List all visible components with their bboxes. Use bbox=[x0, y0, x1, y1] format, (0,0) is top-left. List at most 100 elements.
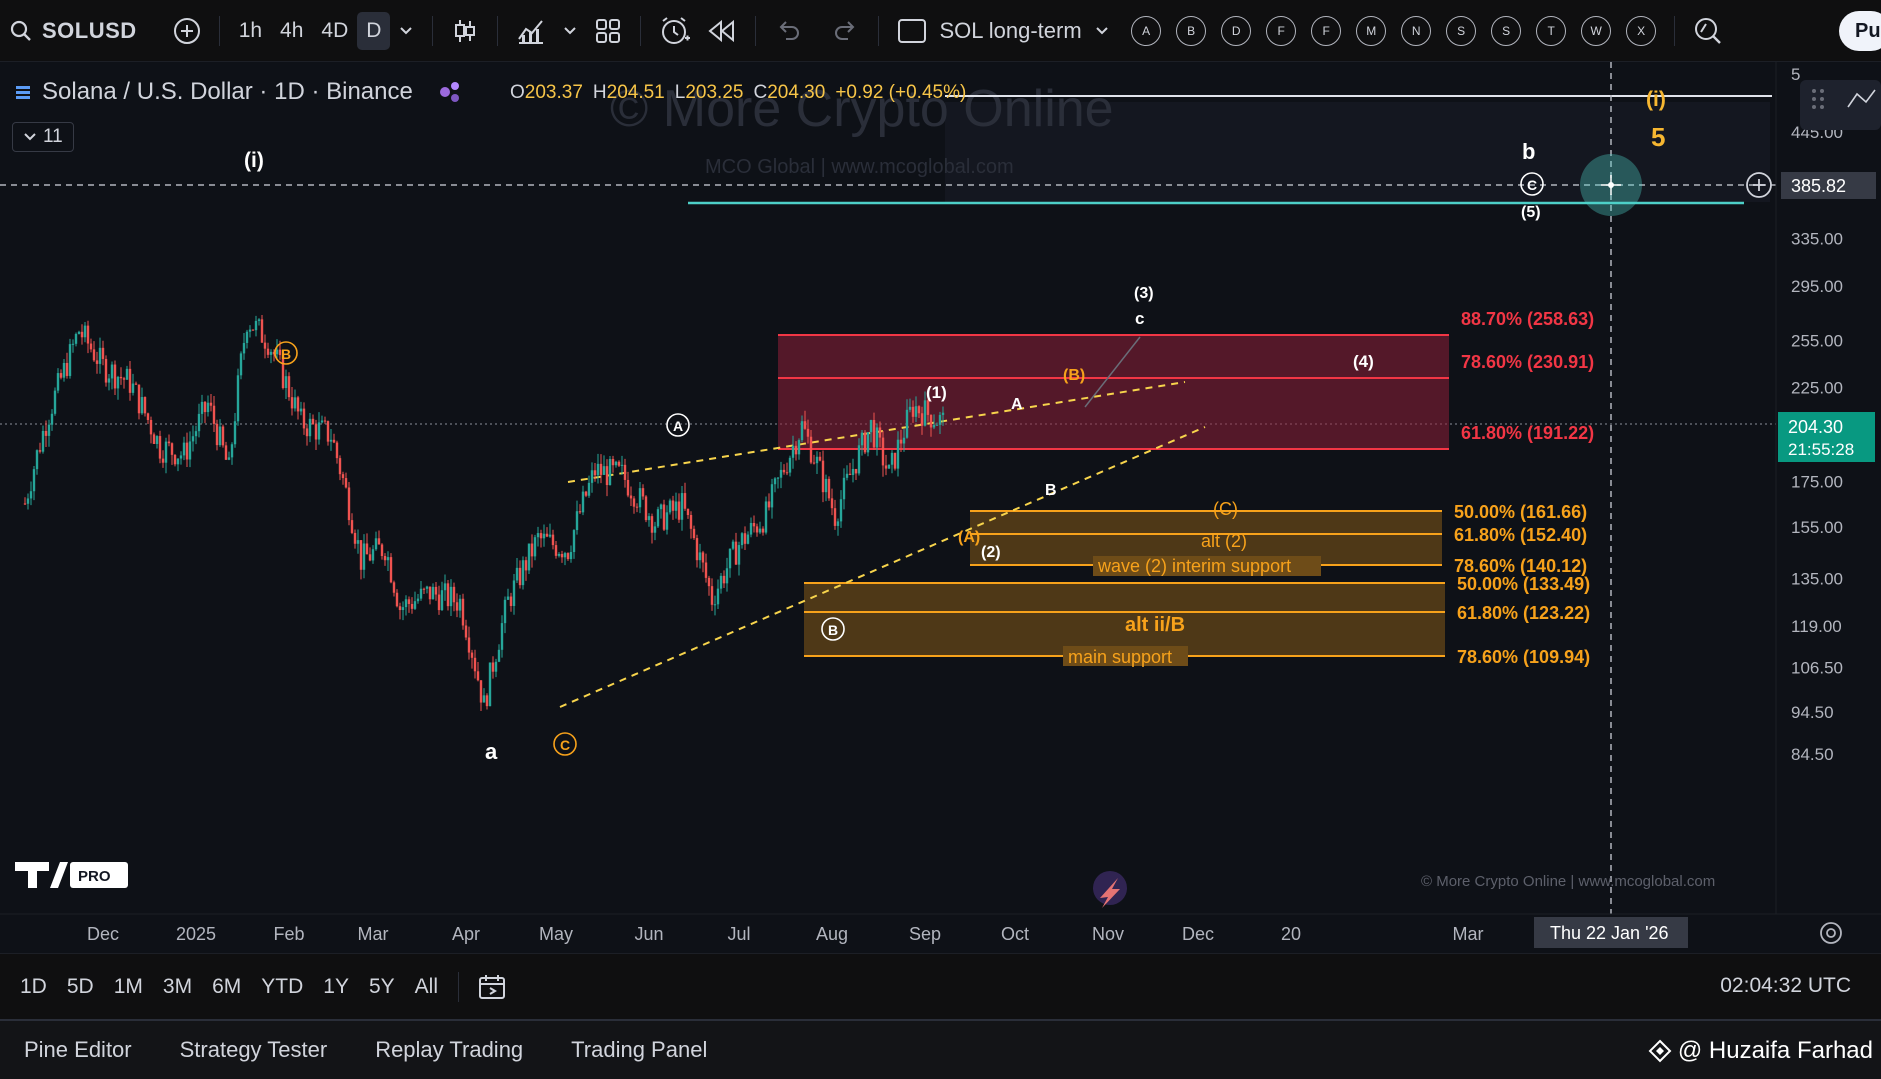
wave-label-b-orange: B bbox=[281, 346, 291, 362]
period-5y[interactable]: 5Y bbox=[368, 974, 395, 998]
chevron-down-icon bbox=[400, 26, 413, 34]
symbol-search-button[interactable]: SOLUSD bbox=[0, 11, 145, 51]
candle-body bbox=[734, 541, 738, 565]
chart-type-button[interactable] bbox=[443, 11, 487, 51]
candle-body bbox=[554, 545, 558, 556]
tab-trading-panel[interactable]: Trading Panel bbox=[571, 1037, 708, 1062]
candle-body bbox=[431, 586, 435, 600]
indicators-toggle-button[interactable]: 11 bbox=[12, 122, 74, 152]
candle-body bbox=[221, 426, 225, 446]
timeframe-4d[interactable]: 4D bbox=[321, 18, 349, 42]
replay-button[interactable] bbox=[699, 11, 745, 51]
settings-gear-icon[interactable] bbox=[1820, 922, 1842, 944]
candle-body bbox=[815, 456, 819, 464]
candle-body bbox=[701, 552, 705, 563]
layout-button[interactable]: SOL long-term bbox=[889, 11, 1117, 51]
chart-legend[interactable]: Solana / U.S. Dollar · 1D · Binance bbox=[14, 78, 463, 106]
shortcut-x[interactable]: X bbox=[1626, 15, 1657, 46]
candle-body bbox=[917, 406, 921, 414]
exchange-icon bbox=[16, 86, 30, 99]
time-tick: Mar bbox=[358, 924, 389, 944]
indicators-dropdown[interactable] bbox=[554, 11, 586, 51]
candle-body bbox=[725, 568, 729, 584]
tab-pine-editor[interactable]: Pine Editor bbox=[24, 1037, 132, 1062]
indicators-button[interactable] bbox=[508, 11, 554, 51]
add-alert-icon[interactable] bbox=[1746, 172, 1772, 198]
price-chart[interactable]: © More Crypto Online MCO Global | www.mc… bbox=[0, 62, 1881, 953]
shortcut-s1[interactable]: S bbox=[1446, 15, 1477, 46]
shortcut-b[interactable]: B bbox=[1176, 15, 1207, 46]
assistant-icon[interactable] bbox=[1093, 871, 1127, 908]
utc-clock[interactable]: 02:04:32 UTC bbox=[1720, 974, 1851, 997]
candle-body bbox=[590, 470, 594, 483]
timeframe-d[interactable]: D bbox=[357, 11, 391, 50]
candle-body bbox=[86, 325, 90, 344]
shortcut-t[interactable]: T bbox=[1536, 15, 1567, 46]
candle-body bbox=[278, 349, 282, 356]
candle-body bbox=[770, 484, 774, 508]
sol-share-icon[interactable] bbox=[437, 79, 463, 105]
period-bar: 1D 5D 1M 3M 6M YTD 1Y 5Y All 02:04:32 UT… bbox=[0, 953, 1881, 1019]
fib-label-61-lower: 61.80% (123.22) bbox=[1457, 603, 1590, 623]
fib-label-78-lower: 78.60% (109.94) bbox=[1457, 647, 1590, 667]
shortcut-s2[interactable]: S bbox=[1491, 15, 1522, 46]
alert-button[interactable] bbox=[651, 11, 699, 51]
period-1y[interactable]: 1Y bbox=[323, 974, 349, 998]
period-1d[interactable]: 1D bbox=[20, 974, 47, 998]
lower-trendline[interactable] bbox=[559, 426, 1206, 708]
shortcut-w[interactable]: W bbox=[1581, 15, 1612, 46]
time-tick: Feb bbox=[273, 924, 304, 944]
timeframe-dropdown[interactable] bbox=[390, 11, 422, 51]
shortcut-a[interactable]: A bbox=[1131, 15, 1162, 46]
candle-body bbox=[236, 375, 240, 422]
candle-body bbox=[797, 440, 801, 455]
period-1m[interactable]: 1M bbox=[113, 974, 143, 998]
axis-tools[interactable] bbox=[1800, 80, 1881, 130]
shortcut-f2[interactable]: F bbox=[1311, 15, 1342, 46]
compare-symbol-button[interactable] bbox=[165, 11, 209, 51]
time-tick: Jul bbox=[727, 924, 750, 944]
layout-grid-button[interactable] bbox=[586, 11, 630, 51]
period-all[interactable]: All bbox=[414, 974, 438, 998]
time-tick: Jun bbox=[634, 924, 663, 944]
candle-body bbox=[557, 553, 561, 556]
period-3m[interactable]: 3M bbox=[162, 974, 193, 998]
candle-body bbox=[305, 428, 309, 437]
time-tick: Oct bbox=[1001, 924, 1029, 944]
fib-orange-zone-lower[interactable] bbox=[804, 583, 1445, 656]
zone-label-alt-iib: alt ii/B bbox=[1125, 614, 1185, 636]
shortcut-d[interactable]: D bbox=[1221, 15, 1252, 46]
time-tick: Mar bbox=[1453, 924, 1484, 944]
price-axis[interactable] bbox=[1776, 62, 1881, 914]
period-5d[interactable]: 5D bbox=[66, 974, 94, 998]
candle-body bbox=[113, 364, 117, 389]
quick-search-button[interactable] bbox=[1685, 11, 1731, 51]
period-ytd[interactable]: YTD bbox=[261, 974, 304, 998]
period-6m[interactable]: 6M bbox=[212, 974, 242, 998]
candle-body bbox=[899, 439, 903, 444]
candle-body bbox=[587, 482, 591, 496]
timeframe-1h[interactable]: 1h bbox=[238, 18, 263, 42]
chart-area[interactable]: © More Crypto Online MCO Global | www.mc… bbox=[0, 62, 1881, 953]
publish-button[interactable]: Pu bbox=[1839, 11, 1881, 51]
tab-replay-trading[interactable]: Replay Trading bbox=[375, 1037, 524, 1062]
candle-body bbox=[632, 498, 636, 507]
candle-body bbox=[482, 695, 486, 703]
candle-body bbox=[365, 543, 369, 555]
undo-button[interactable] bbox=[766, 11, 810, 51]
shortcut-n[interactable]: N bbox=[1401, 15, 1432, 46]
timeframe-4h[interactable]: 4h bbox=[280, 18, 304, 42]
tab-strategy-tester[interactable]: Strategy Tester bbox=[179, 1037, 328, 1062]
tradingview-logo[interactable]: PRO bbox=[15, 862, 128, 888]
candle-body bbox=[71, 343, 75, 345]
candle-body bbox=[896, 439, 900, 469]
go-to-date-button[interactable] bbox=[469, 967, 515, 1007]
candle-body bbox=[152, 434, 156, 444]
zone-label-c: (C) bbox=[1213, 499, 1238, 519]
candle-body bbox=[59, 373, 63, 378]
candle-body bbox=[455, 602, 459, 611]
redo-button[interactable] bbox=[824, 11, 868, 51]
shortcut-f1[interactable]: F bbox=[1266, 15, 1297, 46]
candle-body bbox=[23, 503, 27, 505]
shortcut-m[interactable]: M bbox=[1356, 15, 1387, 46]
